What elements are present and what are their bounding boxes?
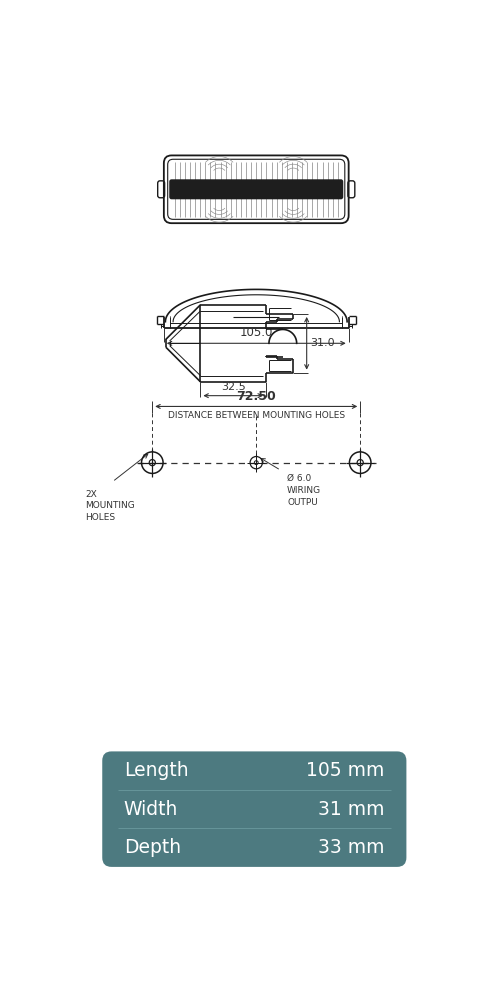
Text: 31.0: 31.0 <box>310 338 335 348</box>
Text: 33 mm: 33 mm <box>318 838 385 857</box>
Text: Width: Width <box>124 800 178 819</box>
Text: Depth: Depth <box>124 838 181 857</box>
Text: 31 mm: 31 mm <box>318 800 385 819</box>
FancyBboxPatch shape <box>169 179 344 199</box>
Text: 105 mm: 105 mm <box>306 761 385 780</box>
Text: DISTANCE BETWEEN MOUNTING HOLES: DISTANCE BETWEEN MOUNTING HOLES <box>168 411 345 420</box>
Text: 72.50: 72.50 <box>236 390 276 403</box>
Text: Ø 6.0
WIRING
OUTPU: Ø 6.0 WIRING OUTPU <box>287 474 321 507</box>
Text: Length: Length <box>124 761 188 780</box>
Text: 2X
MOUNTING
HOLES: 2X MOUNTING HOLES <box>86 490 135 522</box>
Text: 32.5: 32.5 <box>221 382 246 392</box>
Text: 105.0: 105.0 <box>240 326 273 339</box>
FancyBboxPatch shape <box>102 751 406 867</box>
